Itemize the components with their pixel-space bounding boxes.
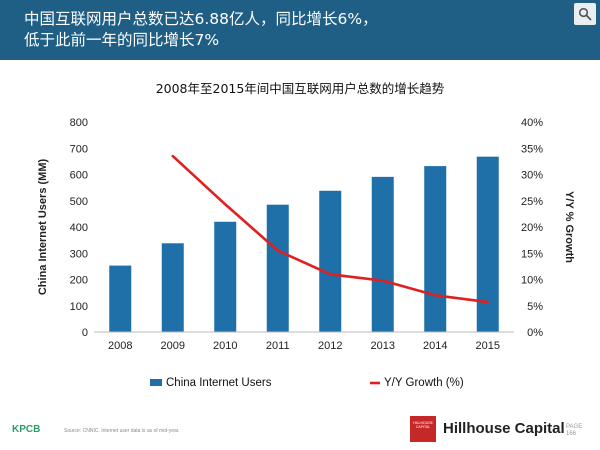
page-label: PAGE [566, 424, 583, 430]
y-left-tick-label: 500 [70, 196, 88, 208]
x-tick-label: 2011 [266, 340, 290, 352]
y-right-tick-label: 0% [527, 327, 543, 339]
y-right-tick-label: 25% [521, 196, 543, 208]
source-note: Source: CNNIC. Internet user data is as … [64, 428, 180, 434]
chart-title: 2008年至2015年间中国互联网用户总数的增长趋势 [155, 81, 445, 96]
y-left-tick-label: 100 [70, 301, 88, 313]
y-right-tick-label: 10% [521, 275, 543, 287]
y-right-tick-label: 30% [521, 170, 543, 182]
brand-name: Hillhouse Capital [443, 420, 565, 437]
kpcb-logo: KPCB [12, 424, 41, 435]
y-right-axis-title: Y/Y % Growth [563, 191, 575, 263]
y-left-tick-label: 200 [70, 275, 88, 287]
bar [214, 221, 237, 332]
y-right-tick-label: 35% [521, 143, 543, 155]
header-banner: 中国互联网用户总数已达6.88亿人，同比增长6%， 低于此前一年的同比增长7% [0, 0, 600, 60]
x-tick-label: 2013 [371, 340, 395, 352]
x-tick-label: 2012 [318, 340, 342, 352]
hillhouse-logo-box: HILLHOUSE CAPITAL [410, 416, 436, 442]
growth-line [171, 154, 490, 304]
bar [371, 176, 394, 332]
legend-label-users: China Internet Users [166, 377, 272, 389]
y-right-tick-label: 15% [521, 248, 543, 260]
y-left-tick-label: 600 [70, 170, 88, 182]
search-button[interactable] [574, 3, 596, 25]
bar [161, 243, 184, 332]
bar [476, 156, 499, 332]
y-left-tick-label: 800 [70, 117, 88, 129]
y-left-tick-label: 300 [70, 248, 88, 260]
y-left-tick-label: 700 [70, 143, 88, 155]
page-number-value: 166 [566, 431, 577, 437]
bar [109, 265, 132, 332]
bar [266, 204, 289, 332]
hillhouse-logo-text: HILLHOUSE CAPITAL [413, 421, 433, 429]
x-tick-label: 2010 [213, 340, 237, 352]
headline-line-1: 中国互联网用户总数已达6.88亿人，同比增长6%， [24, 10, 378, 28]
x-tick-label: 2014 [423, 340, 447, 352]
y-left-tick-label: 0 [82, 327, 88, 339]
legend-label-growth: Y/Y Growth (%) [384, 377, 464, 389]
y-right-tick-label: 5% [527, 301, 543, 313]
x-tick-label: 2008 [108, 340, 132, 352]
bar [424, 166, 447, 332]
y-left-tick-label: 400 [70, 222, 88, 234]
y-right-tick-label: 40% [521, 117, 543, 129]
y-right-tick-label: 20% [521, 222, 543, 234]
headline-line-2: 低于此前一年的同比增长7% [24, 31, 220, 49]
page-number: PAGE 166 [566, 424, 582, 438]
search-icon [578, 7, 592, 21]
bar [319, 190, 342, 332]
y-left-axis-title: China Internet Users (MM) [37, 159, 49, 296]
legend-swatch-users [150, 379, 162, 386]
x-tick-label: 2009 [161, 340, 185, 352]
x-tick-label: 2015 [476, 340, 500, 352]
